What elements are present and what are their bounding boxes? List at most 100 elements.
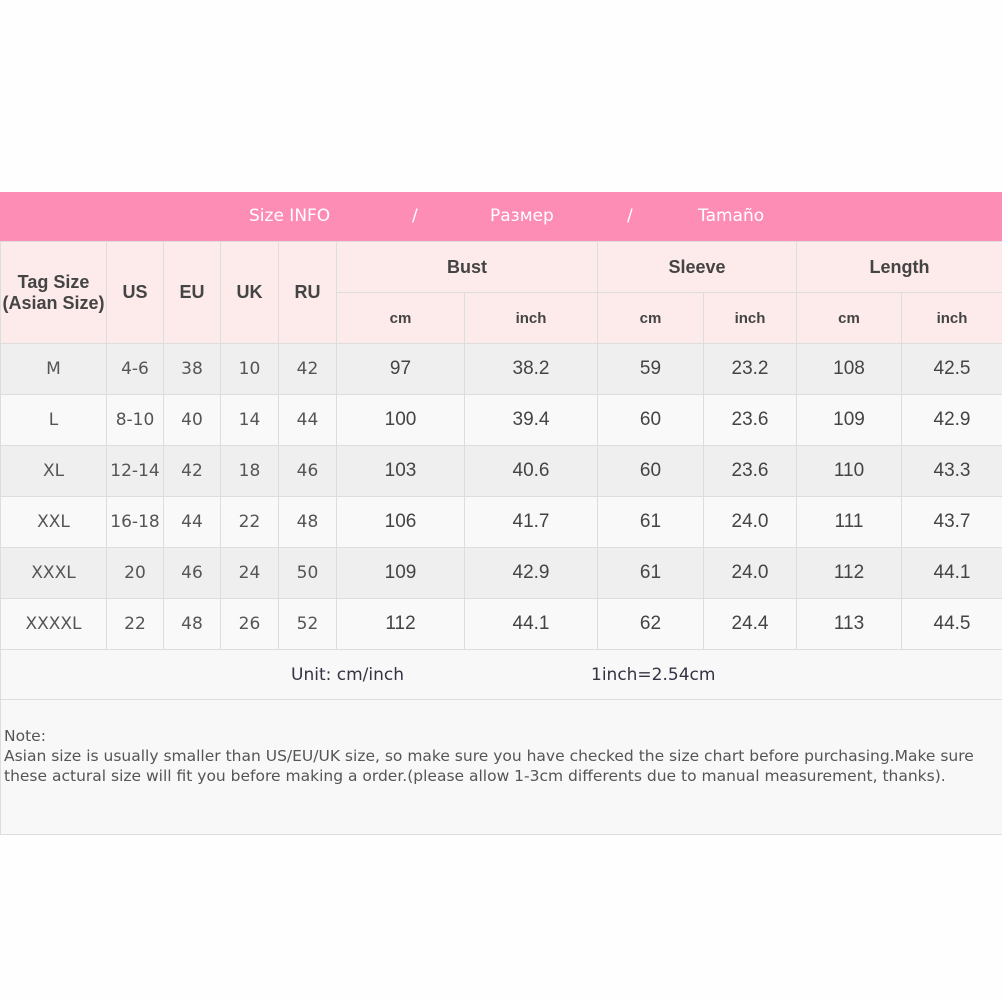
cell-length-inch: 43.7 <box>901 496 1002 548</box>
title-size-info: Size INFO <box>249 206 331 226</box>
table-row: L 8-10 40 14 44 100 39.4 60 23.6 109 42.9 <box>0 394 1002 446</box>
cell-uk: 10 <box>220 343 279 395</box>
cell-sleeve-cm: 60 <box>597 394 704 446</box>
header-tag-size: Tag Size (Asian Size) <box>0 241 107 344</box>
table-row: XXXXL 22 48 26 52 112 44.1 62 24.4 113 44.5 <box>0 598 1002 650</box>
cell-ru: 52 <box>278 598 337 650</box>
title-spanish: Tamaño <box>698 206 765 226</box>
title-russian: Размер <box>490 206 554 226</box>
cell-bust-inch: 39.4 <box>464 394 598 446</box>
cell-sleeve-inch: 24.4 <box>703 598 797 650</box>
note-line: Asian size is usually smaller than US/EU… <box>4 747 974 765</box>
cell-ru: 42 <box>278 343 337 395</box>
cell-length-cm: 110 <box>796 445 902 497</box>
cell-uk: 18 <box>220 445 279 497</box>
cell-length-inch: 44.1 <box>901 547 1002 599</box>
header-sleeve: Sleeve <box>597 241 797 293</box>
cell-bust-cm: 109 <box>336 547 465 599</box>
cell-length-inch: 43.3 <box>901 445 1002 497</box>
cell-sleeve-inch: 23.6 <box>703 445 797 497</box>
cell-uk: 14 <box>220 394 279 446</box>
cell-bust-inch: 44.1 <box>464 598 598 650</box>
unit-conversion: 1inch=2.54cm <box>591 665 716 685</box>
title-separator: / <box>412 206 418 226</box>
cell-sleeve-cm: 61 <box>597 547 704 599</box>
cell-bust-inch: 41.7 <box>464 496 598 548</box>
cell-tag-size: XXXL <box>0 547 107 599</box>
cell-length-inch: 42.9 <box>901 394 1002 446</box>
header-cm: cm <box>336 292 465 344</box>
header-ru: RU <box>278 241 337 344</box>
cell-ru: 44 <box>278 394 337 446</box>
header-row: Tag Size (Asian Size) US EU UK RU Bust Sl… <box>0 241 1002 344</box>
table-row: XXL 16-18 44 22 48 106 41.7 61 24.0 111 43.7 <box>0 496 1002 548</box>
cell-eu: 42 <box>163 445 221 497</box>
header-eu: EU <box>163 241 221 344</box>
header-inch: inch <box>464 292 598 344</box>
subheader-row: cm inch cm inch cm inch <box>1 292 1002 344</box>
header-bust: Bust <box>336 241 598 293</box>
cell-tag-size: M <box>0 343 107 395</box>
cell-length-cm: 109 <box>796 394 902 446</box>
cell-sleeve-inch: 24.0 <box>703 496 797 548</box>
header-cm: cm <box>796 292 902 344</box>
cell-ru: 46 <box>278 445 337 497</box>
cell-us: 8-10 <box>106 394 164 446</box>
cell-sleeve-cm: 62 <box>597 598 704 650</box>
cell-uk: 26 <box>220 598 279 650</box>
cell-us: 20 <box>106 547 164 599</box>
cell-tag-size: XL <box>0 445 107 497</box>
table-row: XL 12-14 42 18 46 103 40.6 60 23.6 110 43.3 <box>0 445 1002 497</box>
cell-bust-cm: 106 <box>336 496 465 548</box>
cell-eu: 40 <box>163 394 221 446</box>
cell-us: 12-14 <box>106 445 164 497</box>
cell-sleeve-cm: 60 <box>597 445 704 497</box>
cell-bust-inch: 40.6 <box>464 445 598 497</box>
cell-sleeve-inch: 24.0 <box>703 547 797 599</box>
cell-us: 22 <box>106 598 164 650</box>
cell-sleeve-cm: 59 <box>597 343 704 395</box>
cell-length-cm: 112 <box>796 547 902 599</box>
size-table: Tag Size (Asian Size) US EU UK RU Bust Sl… <box>0 241 1002 835</box>
cell-bust-cm: 97 <box>336 343 465 395</box>
header-inch: inch <box>901 292 1002 344</box>
note-label: Note: <box>4 727 46 745</box>
cell-bust-inch: 42.9 <box>464 547 598 599</box>
header-uk: UK <box>220 241 279 344</box>
title-separator: / <box>627 206 633 226</box>
cell-us: 4-6 <box>106 343 164 395</box>
cell-eu: 44 <box>163 496 221 548</box>
cell-tag-size: XXXXL <box>0 598 107 650</box>
cell-uk: 24 <box>220 547 279 599</box>
cell-length-inch: 44.5 <box>901 598 1002 650</box>
cell-ru: 48 <box>278 496 337 548</box>
cell-sleeve-inch: 23.6 <box>703 394 797 446</box>
cell-ru: 50 <box>278 547 337 599</box>
unit-label: Unit: cm/inch <box>291 665 404 685</box>
cell-us: 16-18 <box>106 496 164 548</box>
header-inch: inch <box>703 292 797 344</box>
unit-row: Unit: cm/inch 1inch=2.54cm <box>0 649 1002 700</box>
cell-length-cm: 111 <box>796 496 902 548</box>
cell-eu: 46 <box>163 547 221 599</box>
note-line: these actural size will fit you before m… <box>4 767 946 785</box>
cell-length-inch: 42.5 <box>901 343 1002 395</box>
size-info-banner: Size INFO / Размер / Tamaño <box>0 192 1002 241</box>
cell-eu: 48 <box>163 598 221 650</box>
table-row: XXXL 20 46 24 50 109 42.9 61 24.0 112 44.1 <box>0 547 1002 599</box>
cell-bust-cm: 112 <box>336 598 465 650</box>
note-row: Note: Asian size is usually smaller than… <box>0 699 1002 835</box>
cell-bust-inch: 38.2 <box>464 343 598 395</box>
header-length: Length <box>796 241 1002 293</box>
cell-eu: 38 <box>163 343 221 395</box>
cell-tag-size: L <box>0 394 107 446</box>
size-chart: Size INFO / Размер / Tamaño Tag Size (Asi… <box>0 192 1002 835</box>
cell-bust-cm: 103 <box>336 445 465 497</box>
cell-tag-size: XXL <box>0 496 107 548</box>
cell-sleeve-inch: 23.2 <box>703 343 797 395</box>
header-cm: cm <box>597 292 704 344</box>
cell-sleeve-cm: 61 <box>597 496 704 548</box>
cell-bust-cm: 100 <box>336 394 465 446</box>
header-us: US <box>106 241 164 344</box>
cell-length-cm: 113 <box>796 598 902 650</box>
